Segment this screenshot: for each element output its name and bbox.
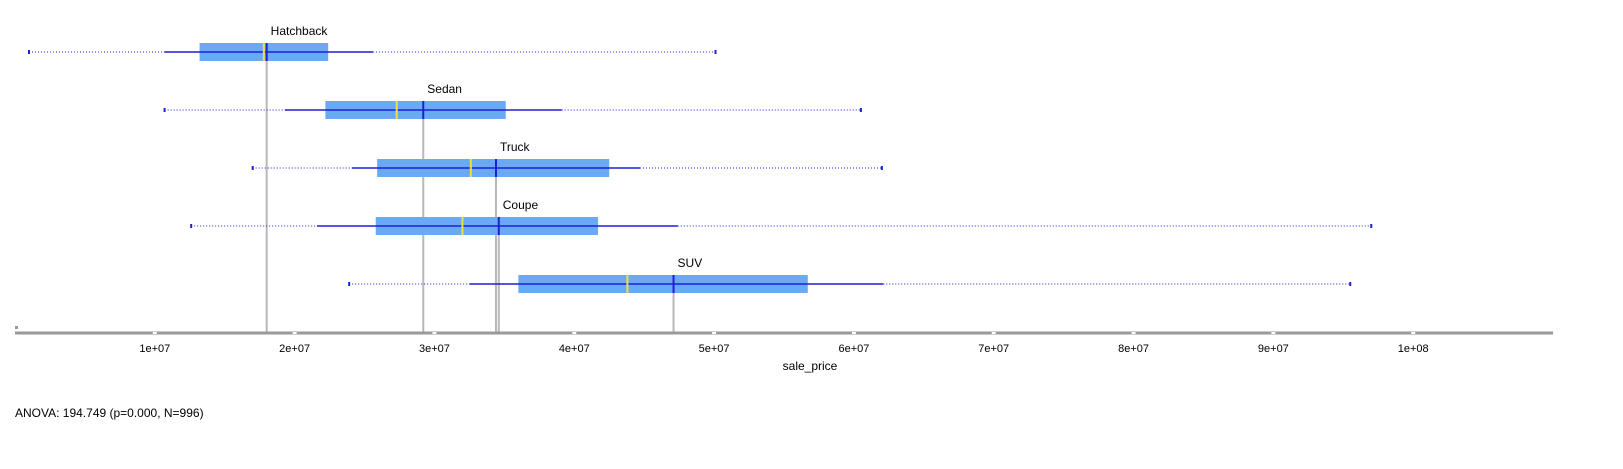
group-label-hatchback: Hatchback [271,24,329,38]
x-tick-label-1: 2e+07 [279,343,310,355]
anova-stats-text: ANOVA: 194.749 (p=0.000, N=996) [15,406,204,420]
x-tick-label-7: 8e+07 [1118,343,1149,355]
group-label-truck: Truck [500,140,531,154]
x-tick-label-8: 9e+07 [1258,343,1289,355]
x-axis: 1e+07 2e+07 3e+07 4e+07 5e+07 6e+07 7e+07 8e+07… [15,326,1553,355]
box-group-suv: SUV [348,256,1352,293]
x-axis-origin-marker [15,326,18,329]
x-tick-label-3: 4e+07 [559,343,590,355]
x-tick-label-5: 6e+07 [838,343,869,355]
box-group-hatchback: Hatchback [27,24,717,61]
x-tick-label-9: 1e+08 [1398,343,1429,355]
boxplot-chart: Hatchback Sedan Truck Coupe SUV 1e+07 2e+07 3e… [15,24,1553,373]
box-group-sedan: Sedan [163,82,862,119]
group-label-sedan: Sedan [427,82,462,96]
box-group-truck: Truck [251,140,883,177]
x-tick-label-2: 3e+07 [419,343,450,355]
x-axis-title: sale_price [783,359,838,373]
group-label-coupe: Coupe [503,198,539,212]
mean-guide-lines [265,52,675,332]
x-tick-label-0: 1e+07 [139,343,170,355]
box-group-coupe: Coupe [190,198,1373,235]
boxplot-groups: Hatchback Sedan Truck Coupe SUV [27,24,1373,293]
x-tick-label-4: 5e+07 [699,343,730,355]
group-label-suv: SUV [678,256,703,270]
x-tick-label-6: 7e+07 [978,343,1009,355]
